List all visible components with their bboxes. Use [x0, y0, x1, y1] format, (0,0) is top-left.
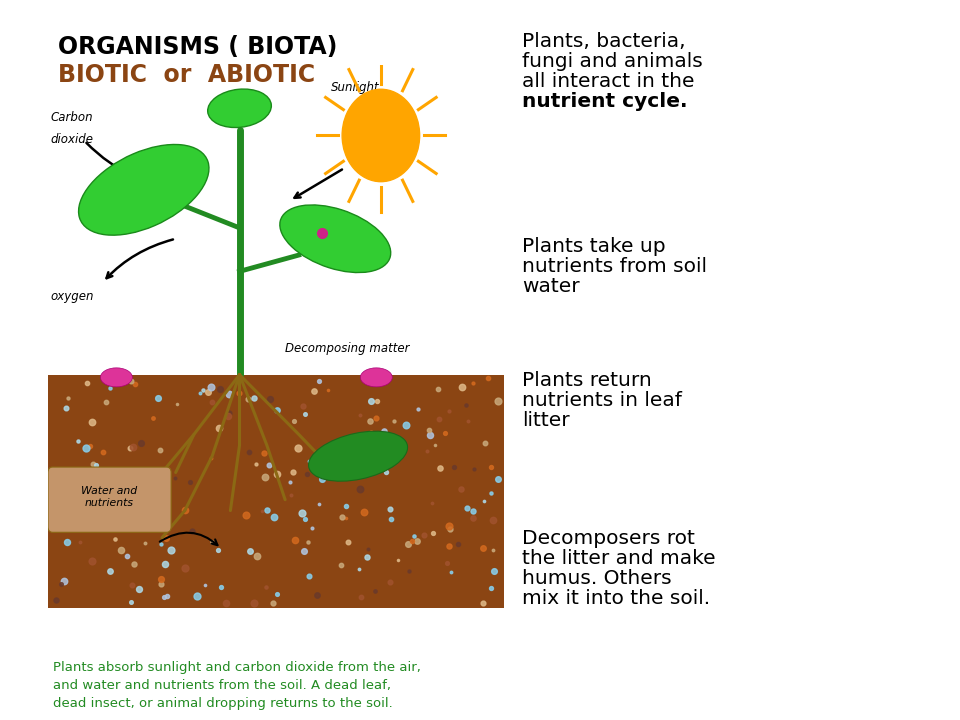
Text: all interact in the: all interact in the [522, 72, 694, 91]
Text: dioxide: dioxide [50, 132, 93, 145]
Text: BIOTIC  or  ABIOTIC: BIOTIC or ABIOTIC [58, 63, 315, 87]
Text: mix it into the soil.: mix it into the soil. [522, 589, 710, 608]
Bar [48, 374, 504, 608]
Text: litter: litter [522, 411, 569, 430]
Text: ORGANISMS ( BIOTA): ORGANISMS ( BIOTA) [58, 35, 337, 59]
Text: Decomposing matter: Decomposing matter [285, 342, 410, 355]
Text: nutrient cycle.: nutrient cycle. [522, 92, 687, 111]
Text: fungi and animals: fungi and animals [522, 52, 703, 71]
Text: Plants, bacteria,: Plants, bacteria, [522, 32, 685, 51]
Ellipse shape [207, 89, 272, 127]
Text: nutrients in leaf: nutrients in leaf [522, 391, 682, 410]
Text: Plants take up: Plants take up [522, 237, 665, 256]
Text: Decomposers rot: Decomposers rot [522, 529, 695, 548]
Ellipse shape [308, 431, 408, 481]
Ellipse shape [101, 368, 132, 387]
Text: humus. Others: humus. Others [522, 569, 672, 588]
Text: Sunlight: Sunlight [330, 81, 379, 94]
Ellipse shape [79, 145, 209, 235]
Text: Plants absorb sunlight and carbon dioxide from the air,
and water and nutrients : Plants absorb sunlight and carbon dioxid… [53, 662, 420, 711]
Text: nutrients from soil: nutrients from soil [522, 257, 707, 276]
Circle shape [342, 89, 420, 181]
Text: Carbon: Carbon [50, 111, 93, 124]
Text: Water and
nutrients: Water and nutrients [82, 486, 137, 508]
Text: oxygen: oxygen [50, 290, 94, 303]
Ellipse shape [360, 368, 393, 387]
Text: the litter and make: the litter and make [522, 549, 715, 568]
Text: Plants return: Plants return [522, 371, 652, 390]
FancyBboxPatch shape [48, 467, 171, 532]
Text: water: water [522, 277, 580, 296]
Ellipse shape [280, 205, 391, 273]
